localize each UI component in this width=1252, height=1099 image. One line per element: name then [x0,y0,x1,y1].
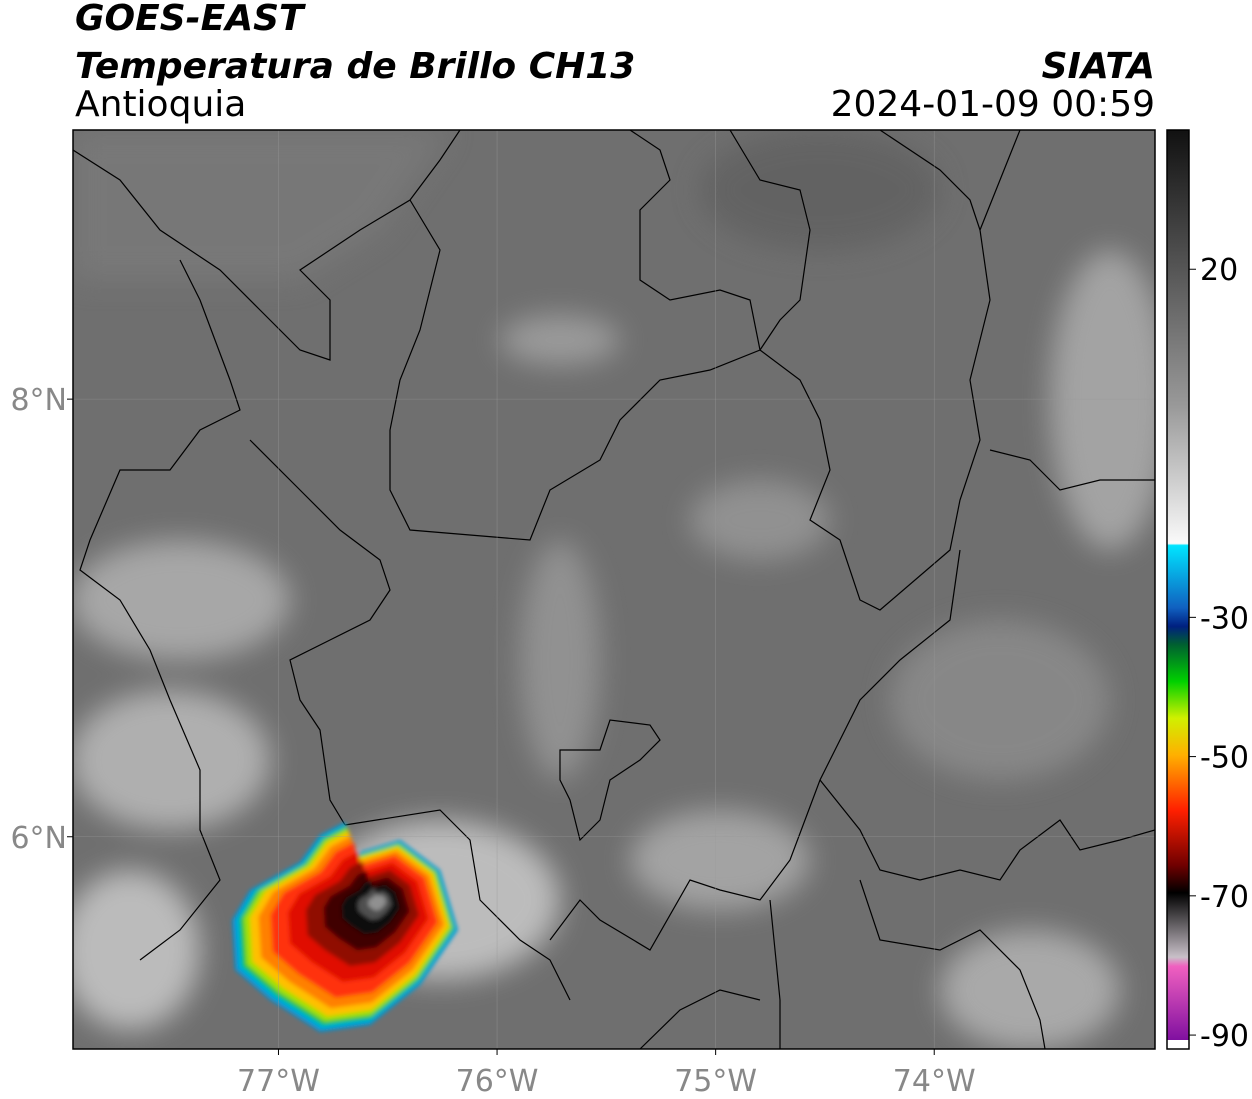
x-tick-label: 76°W [456,1064,539,1099]
y-tick-label: 8°N [10,383,67,418]
colorbar-tick-label: -70 [1200,880,1249,915]
datetime: 2024-01-09 00:59 [831,84,1155,125]
satellite: GOES-EAST [75,0,306,39]
colorbar-tick-label: 20 [1200,253,1238,288]
map-image [73,130,1155,1049]
colorbar [1166,129,1190,1050]
x-tick-label: 75°W [674,1064,757,1099]
region: Antioquia [75,84,246,125]
source: SIATA [1042,46,1155,87]
colorbar-tick-label: -30 [1200,601,1249,636]
x-tick-label: 74°W [893,1064,976,1099]
map-frame [72,129,1156,1050]
x-tick-label: 77°W [237,1064,320,1099]
product: Temperatura de Brillo CH13 [75,46,635,87]
colorbar-tick-label: -50 [1200,741,1249,776]
y-tick-label: 6°N [10,821,67,856]
storm-layer [368,893,387,911]
colorbar-tick-label: -90 [1200,1019,1249,1054]
